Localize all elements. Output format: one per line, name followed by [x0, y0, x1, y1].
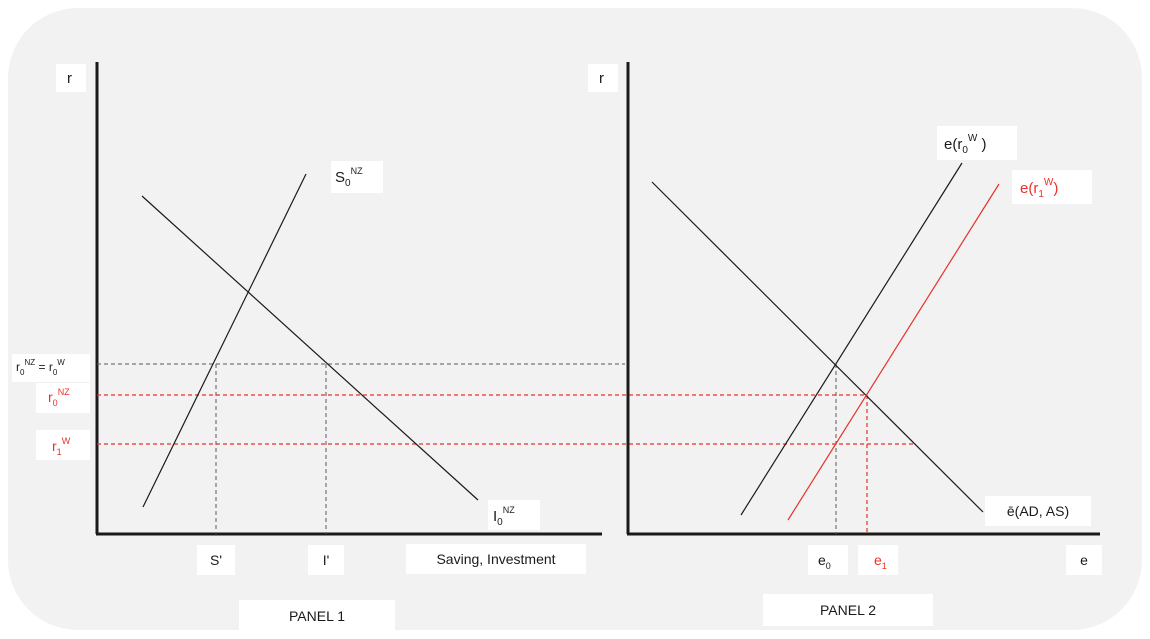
panel2-e-r0w-label: e(r0W )	[944, 133, 987, 156]
panel2-e0-label: e0	[818, 552, 831, 571]
panel1-caption: PANEL 1	[289, 608, 345, 624]
panel2-e-r0w-curve	[740, 162, 963, 516]
panel1-x-axis-label: Saving, Investment	[436, 551, 555, 567]
panel1-investment-curve	[141, 195, 479, 501]
panel2-x-label-box	[1066, 545, 1102, 575]
panel1-saving-curve	[142, 173, 307, 508]
panel1-i-prime-label: I'	[323, 552, 330, 568]
panel2-e0-label-box	[808, 545, 848, 575]
panel2-caption: PANEL 2	[820, 602, 876, 618]
panel2-ebar-label-box	[985, 496, 1091, 526]
panel1-world-rate-label: r0NZ = r0W	[16, 358, 65, 377]
panel2-ebar-label: ē(AD, AS)	[1007, 503, 1069, 519]
panel1-world-rate-label-box	[12, 354, 90, 382]
panel2-y-label-box	[588, 64, 618, 92]
panel2-e-r1w-label: e(r1W)	[1020, 177, 1058, 200]
panel2-e-r1w-label-box	[1012, 170, 1092, 204]
panel1-nz-rate-label-box	[36, 383, 90, 413]
panel1-y-axis-label: r	[67, 70, 72, 87]
panel1-y-label-box	[56, 64, 86, 92]
panel2-x-axis-label: e	[1080, 552, 1088, 568]
panel1-s-prime-label-box	[197, 545, 235, 575]
panel2-e-r1w-curve	[787, 183, 1000, 521]
panel1-nz-rate-label: r0NZ	[48, 387, 70, 408]
panel2-e1-label-box	[858, 545, 898, 575]
panel1-s-prime-label: S'	[210, 552, 222, 568]
panel2-caption-box	[763, 594, 933, 626]
panel1-r1w-label-box	[36, 430, 90, 460]
background-panel	[8, 8, 1142, 630]
panel1-saving-curve-label: S0NZ	[335, 166, 363, 189]
panel1-investment-curve-label: I0NZ	[493, 505, 515, 528]
panel1-investment-label-box	[488, 500, 540, 530]
panel2-y-axis-label: r	[599, 70, 604, 87]
panel1-r1w-label: r1W	[52, 436, 71, 457]
panel1-i-prime-label-box	[308, 545, 344, 575]
panel2-ebar-curve	[651, 181, 984, 513]
panel2-e1-label: e1	[874, 552, 887, 571]
panel2-e-r0w-label-box	[937, 126, 1017, 160]
panel1-caption-box	[239, 600, 395, 632]
panel1-saving-label-box	[331, 161, 383, 193]
panel1-x-label-box	[406, 544, 586, 574]
